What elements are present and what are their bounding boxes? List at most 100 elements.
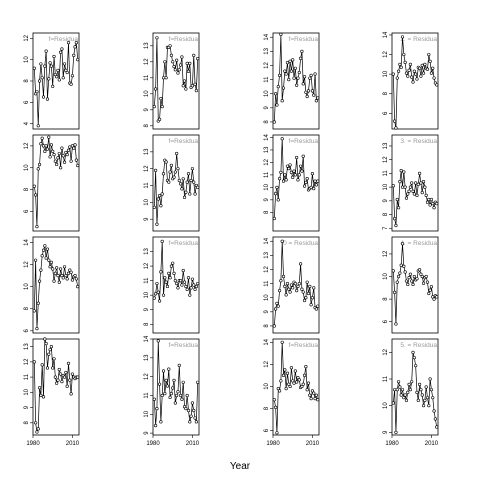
data-point <box>404 398 409 402</box>
data-point <box>277 389 282 393</box>
data-point <box>186 69 191 73</box>
y-tick-label: 10 <box>264 382 270 389</box>
data-point <box>44 256 48 260</box>
data-point <box>395 197 399 202</box>
data-point <box>289 283 294 287</box>
data-point <box>400 388 405 392</box>
data-point <box>396 274 401 279</box>
data-point <box>309 303 313 307</box>
data-point <box>167 271 171 275</box>
data-point <box>39 393 43 397</box>
data-point <box>398 180 402 184</box>
y-tick-label: 11 <box>144 182 150 189</box>
data-point <box>70 372 75 376</box>
data-point <box>421 281 426 285</box>
data-point <box>421 404 426 408</box>
data-point <box>60 47 64 51</box>
data-point <box>428 377 432 381</box>
data-point <box>306 381 311 385</box>
data-point <box>169 264 173 268</box>
panel-3: f=Residua 8 9 10 11 12 13 14 <box>264 32 320 130</box>
y-tick-label: 11 <box>144 392 150 399</box>
data-point <box>428 59 432 64</box>
data-point <box>160 239 164 243</box>
y-tick-label: 14 <box>264 237 270 244</box>
y-tick-label: 14 <box>24 239 30 246</box>
data-point <box>173 68 177 72</box>
y-tick-label: 10 <box>144 198 150 205</box>
y-tick-label: 13 <box>144 148 150 155</box>
data-point <box>420 63 424 67</box>
panel-label: 3. = Residua <box>400 138 437 145</box>
data-point <box>194 284 198 289</box>
data-point <box>165 384 170 388</box>
data-point <box>47 258 51 262</box>
data-point <box>292 381 296 385</box>
data-point <box>300 287 304 291</box>
data-point <box>285 61 290 65</box>
data-point <box>168 44 172 48</box>
data-point <box>45 366 50 370</box>
data-point <box>313 396 317 401</box>
data-point <box>37 279 42 283</box>
data-point <box>395 388 399 392</box>
data-point <box>424 274 428 279</box>
data-point <box>169 53 173 58</box>
data-point <box>179 393 183 398</box>
data-point <box>300 49 304 53</box>
x-tick-label: 1980 <box>26 441 40 447</box>
data-point <box>164 76 168 80</box>
data-point <box>58 372 63 376</box>
y-tick-label: 12 <box>383 51 389 58</box>
data-point <box>73 274 77 278</box>
series-line <box>392 243 437 324</box>
data-point <box>44 49 48 53</box>
data-point <box>184 407 188 411</box>
data-point <box>424 385 428 389</box>
y-tick-label: 12 <box>264 158 270 165</box>
data-point <box>56 68 60 72</box>
data-point <box>185 180 189 184</box>
data-point <box>196 380 200 384</box>
data-point <box>47 352 51 356</box>
data-point <box>416 182 420 186</box>
data-point <box>306 89 311 93</box>
data-point <box>51 366 55 370</box>
data-point <box>52 54 56 59</box>
y-tick-label: 8 <box>383 91 389 95</box>
data-point <box>164 160 168 164</box>
series-line <box>33 338 78 434</box>
x-tick-label: 2010 <box>66 441 80 447</box>
data-point <box>394 126 398 130</box>
data-point <box>62 160 67 164</box>
data-point <box>302 184 307 188</box>
data-point <box>396 69 401 73</box>
data-point <box>180 187 184 191</box>
panel-1: f=Residua 4 6 8 10 12 <box>24 32 80 130</box>
data-point <box>182 195 187 199</box>
data-point <box>180 55 184 59</box>
data-point <box>411 189 415 193</box>
data-point <box>407 276 411 280</box>
data-point <box>418 268 422 272</box>
data-point <box>396 380 401 384</box>
data-point <box>305 388 309 392</box>
data-point <box>304 364 308 369</box>
panel-label: f=Residua <box>169 138 199 145</box>
y-tick-label: 7 <box>383 226 389 230</box>
y-tick-label: 12 <box>383 250 389 257</box>
y-tick-label: 6 <box>24 100 30 104</box>
data-point <box>428 203 432 207</box>
y-tick-label: 8 <box>24 306 30 310</box>
data-point <box>40 76 44 80</box>
data-point <box>66 40 71 45</box>
data-point <box>184 190 188 194</box>
data-point <box>61 76 65 80</box>
data-point <box>432 206 436 210</box>
data-point <box>196 281 200 286</box>
data-point <box>288 290 292 294</box>
data-point <box>179 63 183 67</box>
data-point <box>391 269 395 273</box>
data-point <box>408 388 413 392</box>
data-point <box>295 83 299 87</box>
